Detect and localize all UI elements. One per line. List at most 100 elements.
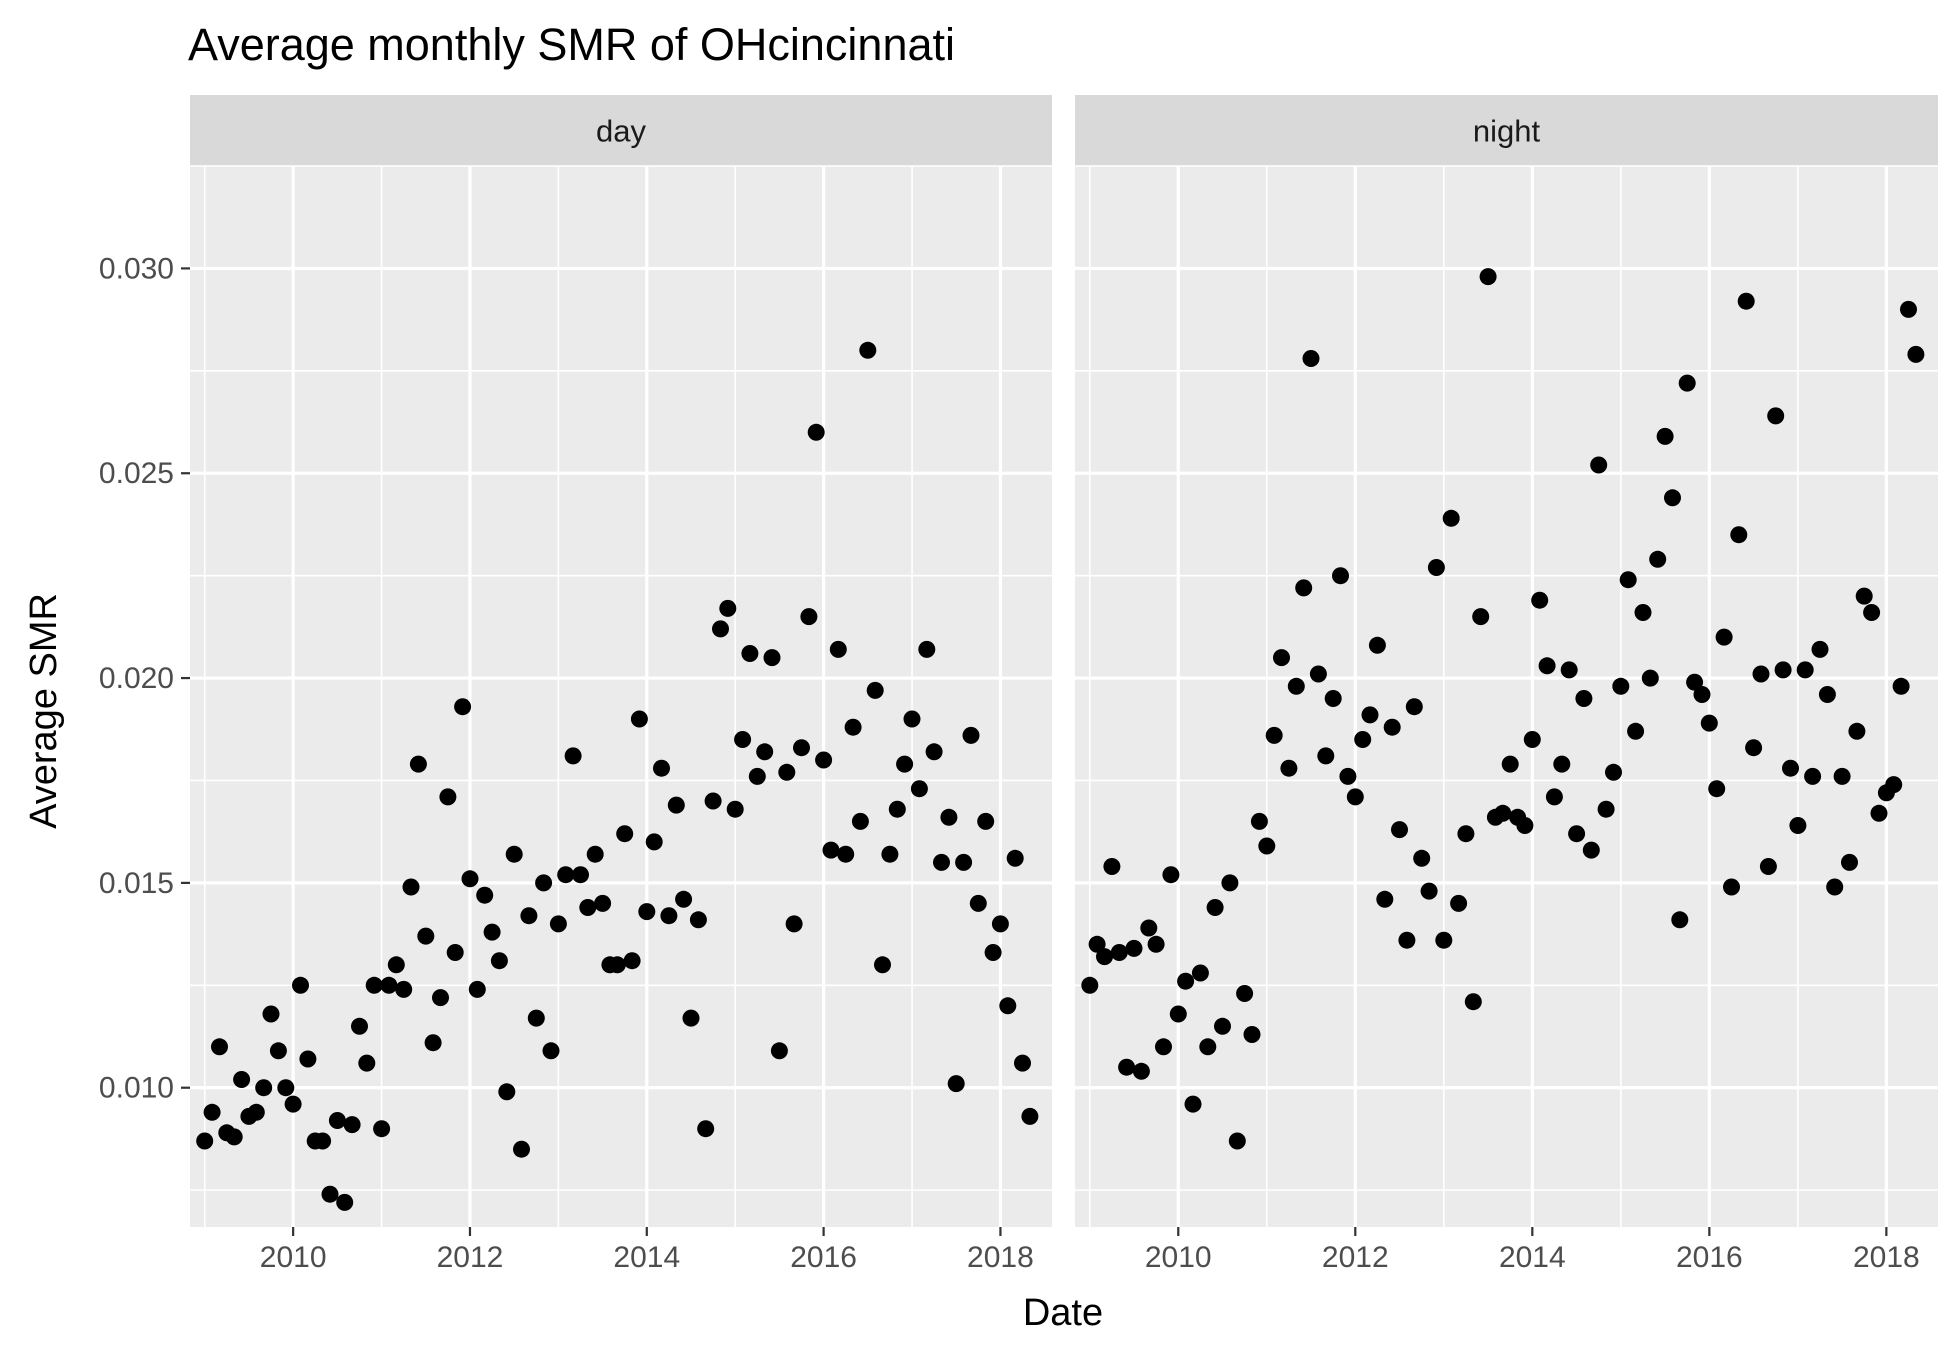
data-point (358, 1054, 376, 1072)
data-point (1295, 579, 1313, 597)
data-point (829, 640, 847, 658)
data-point (1110, 944, 1128, 961)
data-point (1464, 993, 1482, 1011)
data-point (1516, 817, 1534, 834)
data-point (1900, 300, 1917, 318)
data-point (1700, 714, 1718, 732)
data-point (402, 878, 420, 896)
data-point (277, 1079, 295, 1097)
data-point (1125, 939, 1143, 957)
data-point (1582, 841, 1600, 859)
data-point (1103, 858, 1121, 875)
data-point (527, 1009, 545, 1027)
data-point (1405, 698, 1423, 716)
data-point (1531, 591, 1549, 609)
data-point (675, 890, 693, 908)
data-point (1553, 755, 1571, 773)
y-tick-label: 0.010 (99, 1072, 174, 1105)
data-point (638, 903, 656, 921)
data-point (1597, 800, 1615, 818)
data-point (1863, 604, 1881, 621)
data-point (977, 812, 995, 830)
data-point (756, 743, 774, 761)
data-point (557, 866, 575, 884)
data-point (1435, 931, 1453, 949)
data-point (476, 886, 494, 904)
grid (1075, 165, 1938, 1227)
data-point (1590, 456, 1608, 474)
data-point (704, 792, 722, 810)
data-point (1206, 899, 1224, 916)
data-point (468, 980, 486, 998)
data-point (719, 599, 737, 617)
data-point (682, 1009, 700, 1027)
facet-strip (1075, 95, 1938, 166)
x-tick-label: 2018 (1853, 1241, 1920, 1274)
data-point (955, 853, 973, 871)
data-point (991, 915, 1009, 933)
data-point (424, 1034, 442, 1052)
data-point (328, 1112, 346, 1129)
data-point (1177, 972, 1195, 990)
data-point (888, 800, 906, 818)
data-point (623, 952, 641, 970)
data-point (513, 1140, 530, 1158)
data-point (1442, 509, 1460, 527)
data-point (1228, 1132, 1246, 1150)
facet-strip (190, 95, 1052, 166)
data-point (262, 1005, 280, 1023)
data-point (1191, 964, 1209, 982)
data-point (741, 645, 759, 662)
data-point (1568, 825, 1586, 843)
x-tick-label: 2010 (260, 1241, 327, 1274)
data-point (498, 1083, 516, 1101)
data-point (1870, 804, 1888, 822)
data-point (1132, 1062, 1150, 1080)
data-point (1494, 804, 1512, 822)
data-point (1656, 427, 1674, 445)
data-point (1147, 935, 1165, 953)
data-point (1420, 882, 1438, 900)
x-tick-label: 2016 (790, 1241, 857, 1274)
data-point (490, 952, 508, 970)
data-point (299, 1050, 317, 1068)
data-point (1818, 686, 1836, 703)
data-point (373, 1120, 391, 1138)
data-point (653, 759, 670, 777)
data-point (1826, 878, 1844, 896)
data-point (380, 976, 398, 994)
facet-panel-night: night 2010 2012 2014 2016 2018 (1075, 95, 1938, 1274)
y-axis: 0.010 0.015 0.020 0.025 0.030 (99, 252, 190, 1105)
data-point (1782, 759, 1799, 777)
data-point (1199, 1038, 1217, 1056)
data-point (630, 710, 648, 728)
data-point (667, 796, 685, 814)
x-tick-label: 2012 (1322, 1241, 1389, 1274)
data-point (1354, 731, 1372, 748)
data-point (505, 845, 523, 863)
data-point (203, 1103, 221, 1121)
data-point (579, 899, 597, 916)
points (196, 341, 1039, 1211)
data-point (815, 751, 833, 769)
data-point (247, 1103, 265, 1121)
facet-panel-day: day 2010 2012 2014 2016 2018 (190, 95, 1052, 1274)
data-point (1811, 640, 1829, 658)
data-point (1501, 755, 1519, 773)
data-point (1693, 686, 1711, 703)
data-point (1250, 812, 1268, 830)
data-point (910, 780, 928, 798)
data-point (483, 923, 501, 941)
data-point (712, 620, 729, 638)
data-point (770, 1042, 788, 1060)
data-point (859, 341, 877, 359)
data-point (255, 1079, 273, 1097)
data-point (365, 976, 383, 994)
data-point (454, 698, 472, 716)
data-point (1361, 706, 1379, 724)
data-point (734, 731, 752, 748)
data-point (314, 1132, 332, 1150)
data-point (586, 845, 604, 863)
data-point (1686, 673, 1704, 691)
data-point (969, 894, 987, 912)
